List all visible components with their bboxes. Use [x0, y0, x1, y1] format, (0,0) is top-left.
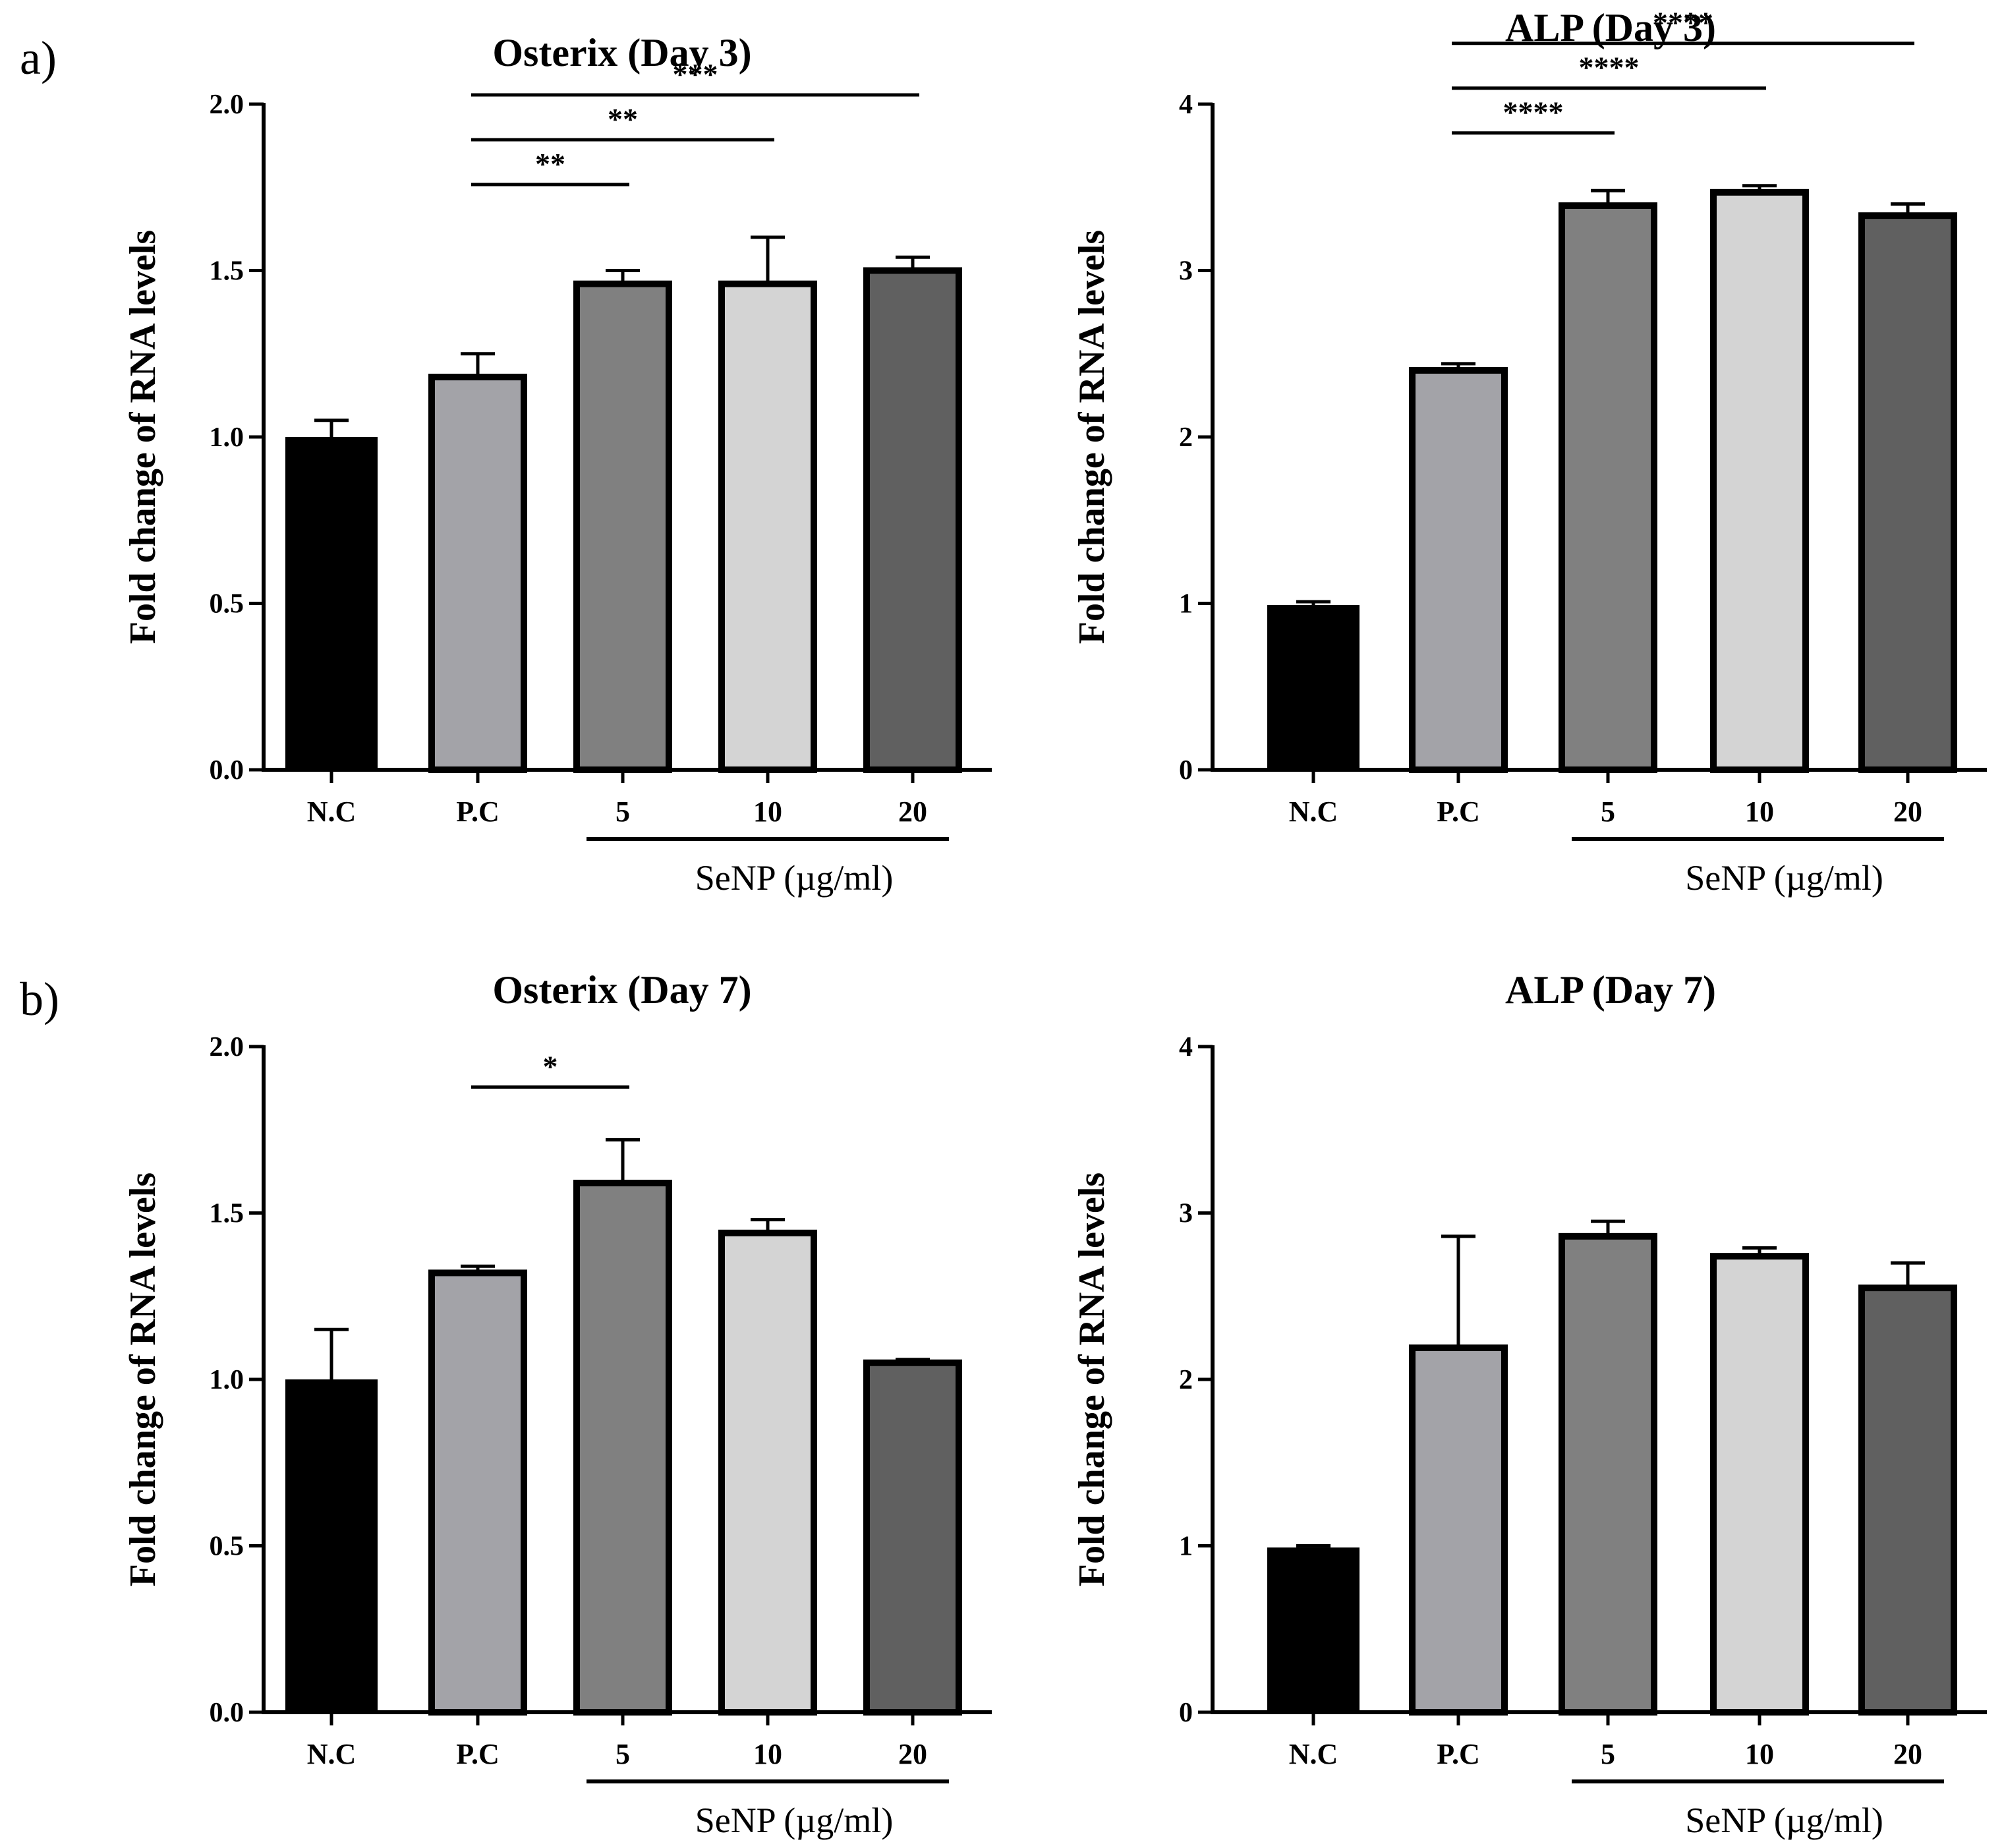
y-tick-label: 2.0: [210, 1032, 244, 1062]
bar-20: [1858, 212, 1957, 773]
x-category-label: N.C: [307, 795, 357, 828]
x-category-label: 5: [616, 1738, 630, 1770]
bar-pc: [1409, 367, 1508, 773]
chart-title: Osterix (Day 7): [492, 968, 751, 1012]
y-tick-label: 0.5: [210, 1532, 244, 1562]
x-category-label: 5: [1601, 795, 1615, 828]
x-category-label: N.C: [1289, 1738, 1338, 1770]
significance-stars: **: [535, 147, 565, 181]
chart-title: ALP (Day 7): [1505, 968, 1716, 1012]
bar-20: [863, 1359, 962, 1716]
y-tick-label: 1.0: [210, 422, 244, 453]
bar-pc: [1409, 1344, 1508, 1716]
x-category-label: N.C: [307, 1738, 357, 1770]
x-category-label: 10: [753, 795, 782, 828]
x-category-label: 20: [1893, 1738, 1922, 1770]
bar-nc: [1267, 605, 1360, 770]
y-tick-label: 2: [1179, 422, 1193, 453]
y-tick-label: 2.0: [210, 90, 244, 120]
y-axis-label: Fold change of RNA levels: [123, 230, 163, 644]
x-category-label: P.C: [456, 795, 500, 828]
x-category-label: 20: [898, 1738, 927, 1770]
group-label: SeNP (µg/ml): [695, 858, 894, 898]
x-category-label: P.C: [456, 1738, 500, 1770]
y-tick-label: 3: [1179, 256, 1193, 287]
bar-5: [573, 280, 672, 773]
significance-stars: ****: [1503, 96, 1564, 129]
bar-20: [1858, 1285, 1957, 1716]
significance-stars: ***: [673, 57, 718, 91]
bar-5: [573, 1180, 672, 1716]
y-tick-label: 1: [1179, 1532, 1193, 1562]
chart-title: Osterix (Day 3): [492, 31, 751, 74]
chart-osterix-day3: Osterix (Day 3) Fold change of RNA levels…: [123, 31, 992, 898]
y-axis-label: Fold change of RNA levels: [1072, 1172, 1112, 1586]
bar-pc: [428, 1269, 527, 1716]
y-axis-label: Fold change of RNA levels: [1072, 230, 1112, 644]
y-tick-label: 2: [1179, 1365, 1193, 1395]
y-tick-label: 0.0: [210, 755, 244, 786]
y-tick-label: 0.0: [210, 1698, 244, 1728]
bar-5: [1559, 1232, 1657, 1716]
bar-nc: [1267, 1547, 1360, 1712]
group-label: SeNP (µg/ml): [1685, 1801, 1883, 1840]
bar-20: [863, 267, 962, 773]
significance-stars: **: [608, 102, 638, 136]
bar-10: [1710, 1253, 1809, 1716]
chart-alp-day3: ALP (Day 3)Fold change of RNA levels0123…: [1072, 6, 1987, 898]
significance-stars: ****: [1653, 6, 1713, 40]
bar-10: [1710, 188, 1809, 773]
y-tick-label: 1.5: [210, 256, 244, 287]
y-tick-label: 4: [1179, 1032, 1193, 1062]
chart-alp-day7: ALP (Day 7) Fold change of RNA levels 0 1 2 3…: [1072, 968, 1987, 1840]
chart-osterix-day7: Osterix (Day 7) Fold change of RNA levels…: [123, 968, 992, 1840]
x-category-label: 10: [1745, 795, 1774, 828]
y-tick-label: 3: [1179, 1199, 1193, 1229]
x-category-label: P.C: [1437, 1738, 1480, 1770]
significance-stars: *: [543, 1049, 558, 1083]
x-category-label: P.C: [1437, 795, 1480, 828]
y-tick-label: 1.0: [210, 1365, 244, 1395]
y-tick-label: 1: [1179, 589, 1193, 620]
x-category-label: 10: [753, 1738, 782, 1770]
bar-pc: [428, 374, 527, 773]
y-tick-label: 0: [1179, 755, 1193, 786]
panel-label-b: b): [20, 973, 59, 1025]
bar-nc: [285, 1379, 378, 1712]
x-category-label: 5: [616, 795, 630, 828]
x-category-label: 10: [1745, 1738, 1774, 1770]
bar-5: [1559, 202, 1657, 773]
y-tick-label: 4: [1179, 90, 1193, 120]
y-axis-label: Fold change of RNA levels: [123, 1172, 163, 1586]
y-tick-label: 1.5: [210, 1199, 244, 1229]
x-category-label: N.C: [1289, 795, 1338, 828]
y-tick-label: 0.5: [210, 589, 244, 620]
x-category-label: 20: [1893, 795, 1922, 828]
y-tick-label: 0: [1179, 1698, 1193, 1728]
x-category-label: 5: [1601, 1738, 1615, 1770]
significance-stars: ****: [1579, 51, 1640, 84]
group-label: SeNP (µg/ml): [1685, 858, 1883, 898]
group-label: SeNP (µg/ml): [695, 1801, 894, 1840]
bar-10: [718, 280, 817, 773]
x-category-label: 20: [898, 795, 927, 828]
bar-10: [718, 1229, 817, 1716]
bar-nc: [285, 437, 378, 770]
panel-label-a: a): [20, 32, 57, 84]
